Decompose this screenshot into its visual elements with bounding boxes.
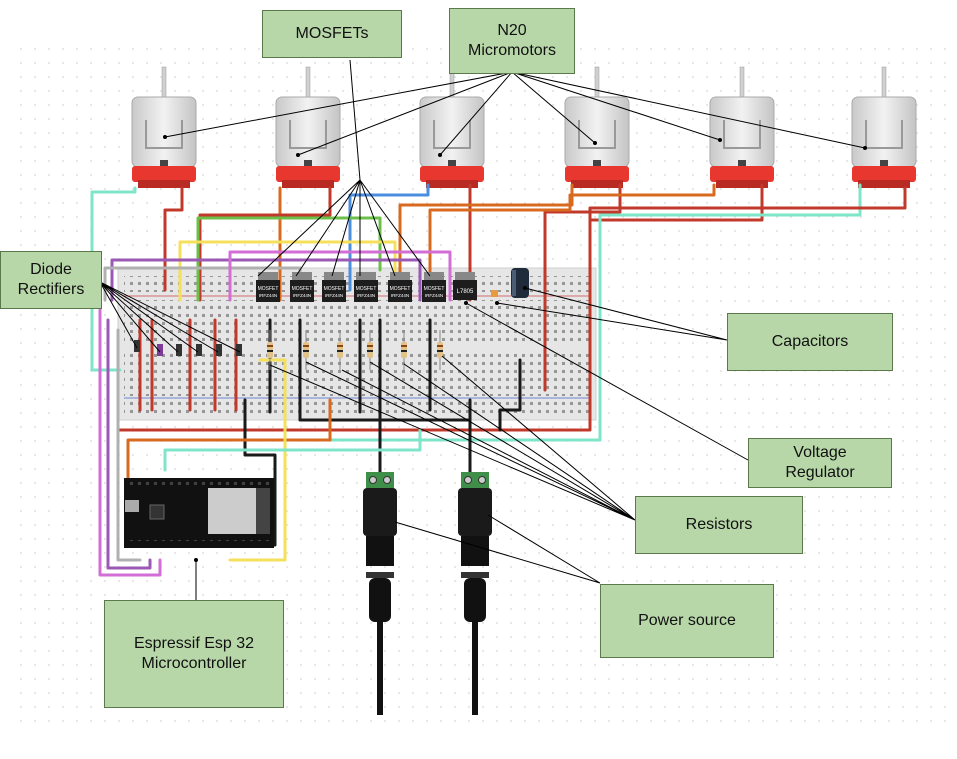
dc-power-jack [363, 472, 397, 715]
wires [90, 183, 907, 577]
label-diodes: Diode Rectifiers [0, 251, 102, 309]
motors-group [131, 66, 917, 188]
mosfet-marking: MOSFET [390, 286, 411, 292]
resistor [337, 330, 343, 370]
label-resistors: Resistors [635, 496, 803, 554]
label-esp32: Espressif Esp 32 Microcontroller [104, 600, 284, 708]
mosfet-part-number: IRFZ44N [293, 293, 311, 298]
resistor [437, 330, 443, 370]
mosfet-part-number: IRFZ44N [357, 293, 375, 298]
mosfet-part-number: IRFZ44N [325, 293, 343, 298]
diodes [134, 340, 242, 356]
label-voltage-regulator: Voltage Regulator [748, 438, 892, 488]
voltage-regulator: L7805 [453, 272, 477, 300]
dc-power-jack [458, 472, 492, 715]
power-jacks [363, 472, 492, 715]
motor [851, 66, 917, 188]
mosfet-part-number: IRFZ44N [425, 293, 443, 298]
capacitors [491, 268, 529, 298]
label-capacitors: Capacitors [727, 313, 893, 371]
label-power-source: Power source [600, 584, 774, 658]
resistors [267, 330, 443, 370]
motor [275, 66, 341, 188]
mosfet-part-number: IRFZ44N [259, 293, 277, 298]
label-motors: N20 Micromotors [449, 8, 575, 74]
motor [564, 66, 630, 188]
pointer-lines [99, 59, 866, 600]
motor [131, 66, 197, 188]
mosfet-marking: MOSFET [292, 286, 313, 292]
resistor [267, 330, 273, 370]
label-mosfets: MOSFETs [262, 10, 402, 58]
regulator-marking: L7805 [457, 289, 474, 295]
pointer-arrowheads [163, 135, 867, 562]
resistor [303, 330, 309, 370]
mosfet-marking: MOSFET [424, 286, 445, 292]
motor [709, 66, 775, 188]
mosfets-group: MOSFETIRFZ44NMOSFETIRFZ44NMOSFETIRFZ44NM… [256, 272, 446, 302]
mosfet-marking: MOSFET [258, 286, 279, 292]
mosfet-marking: MOSFET [356, 286, 377, 292]
mosfet-marking: MOSFET [324, 286, 345, 292]
resistor [401, 330, 407, 370]
motor [419, 66, 485, 188]
esp32-board [124, 478, 274, 548]
mosfet-part-number: IRFZ44N [391, 293, 409, 298]
resistor [367, 330, 373, 370]
